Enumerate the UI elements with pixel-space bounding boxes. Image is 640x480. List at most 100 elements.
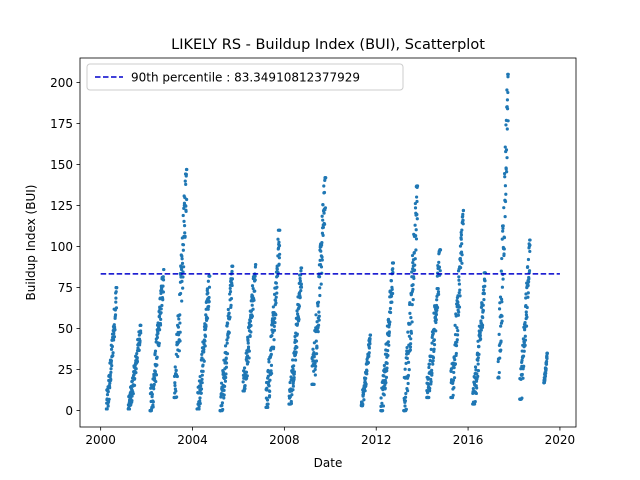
- data-point: [155, 355, 159, 359]
- data-point: [365, 369, 369, 373]
- data-point: [405, 356, 409, 360]
- data-point: [109, 347, 114, 351]
- data-point: [519, 367, 523, 371]
- data-point: [479, 337, 483, 341]
- data-point: [273, 321, 277, 325]
- data-point: [500, 256, 504, 261]
- data-point: [274, 281, 278, 285]
- data-point: [431, 359, 435, 363]
- data-point: [506, 90, 510, 95]
- data-point: [406, 360, 411, 364]
- data-point: [179, 267, 184, 272]
- data-point: [323, 206, 328, 210]
- data-point: [384, 381, 388, 385]
- data-point: [295, 345, 299, 349]
- data-point: [229, 296, 234, 301]
- data-point: [406, 330, 410, 334]
- data-point: [526, 257, 531, 262]
- data-point: [298, 279, 302, 283]
- data-point: [221, 407, 225, 412]
- data-point: [412, 276, 416, 281]
- plot-frame: [79, 57, 577, 428]
- data-point: [319, 282, 323, 286]
- data-point: [411, 283, 415, 287]
- data-point: [246, 360, 250, 364]
- data-point: [497, 307, 502, 311]
- data-point: [155, 335, 159, 340]
- data-point: [294, 350, 298, 354]
- data-point: [206, 291, 210, 295]
- data-point: [524, 324, 529, 328]
- data-point: [472, 402, 477, 406]
- data-point: [475, 372, 479, 376]
- data-point: [299, 288, 303, 293]
- data-point: [502, 206, 506, 210]
- data-point: [321, 225, 325, 229]
- data-point: [409, 331, 414, 335]
- data-point: [386, 353, 390, 358]
- data-point: [453, 323, 457, 327]
- data-point: [268, 389, 272, 393]
- data-point: [460, 261, 464, 265]
- data-point: [473, 400, 477, 404]
- data-point: [269, 352, 273, 356]
- data-point: [206, 279, 210, 283]
- data-point: [248, 334, 252, 339]
- data-point: [456, 328, 460, 333]
- data-point: [226, 307, 230, 312]
- data-point: [499, 348, 503, 352]
- data-point: [272, 328, 277, 332]
- data-point: [316, 304, 320, 308]
- data-point: [459, 259, 463, 263]
- data-point: [182, 219, 186, 223]
- data-point: [276, 237, 280, 241]
- y-tick-label: 100: [50, 240, 73, 254]
- data-point: [138, 339, 142, 343]
- data-point: [277, 256, 281, 260]
- data-point: [246, 339, 250, 343]
- data-point: [543, 377, 547, 381]
- data-point: [253, 274, 257, 278]
- y-tick-label: 50: [58, 322, 73, 336]
- data-point: [526, 283, 530, 288]
- data-point: [222, 388, 226, 392]
- data-point: [226, 335, 230, 339]
- data-point: [381, 404, 386, 408]
- data-point: [295, 332, 299, 336]
- data-point: [317, 323, 321, 327]
- data-point: [198, 399, 202, 403]
- data-point: [361, 402, 365, 407]
- data-point: [461, 222, 465, 226]
- data-point: [174, 368, 178, 373]
- data-point: [206, 307, 210, 311]
- data-point: [503, 215, 507, 219]
- data-point: [520, 372, 524, 377]
- data-point: [208, 274, 212, 278]
- data-point: [403, 404, 407, 408]
- data-point: [415, 195, 419, 199]
- data-point: [527, 269, 532, 273]
- data-point: [266, 374, 270, 378]
- data-point: [265, 386, 269, 390]
- data-point: [452, 386, 456, 390]
- data-point: [544, 359, 549, 364]
- data-point: [504, 148, 509, 152]
- data-point: [415, 184, 420, 188]
- data-point: [270, 334, 274, 338]
- data-point: [154, 379, 158, 384]
- data-point: [414, 248, 418, 252]
- data-point: [109, 367, 113, 371]
- data-point: [177, 317, 181, 321]
- data-point: [183, 179, 187, 183]
- data-point: [427, 395, 431, 400]
- data-point: [250, 284, 255, 288]
- data-point: [222, 393, 226, 397]
- data-point: [158, 323, 163, 327]
- data-point: [432, 338, 436, 342]
- data-point: [157, 315, 162, 319]
- data-point: [545, 356, 549, 361]
- data-point: [320, 214, 324, 218]
- data-point: [526, 280, 531, 284]
- data-point: [523, 334, 527, 338]
- data-point: [461, 212, 465, 217]
